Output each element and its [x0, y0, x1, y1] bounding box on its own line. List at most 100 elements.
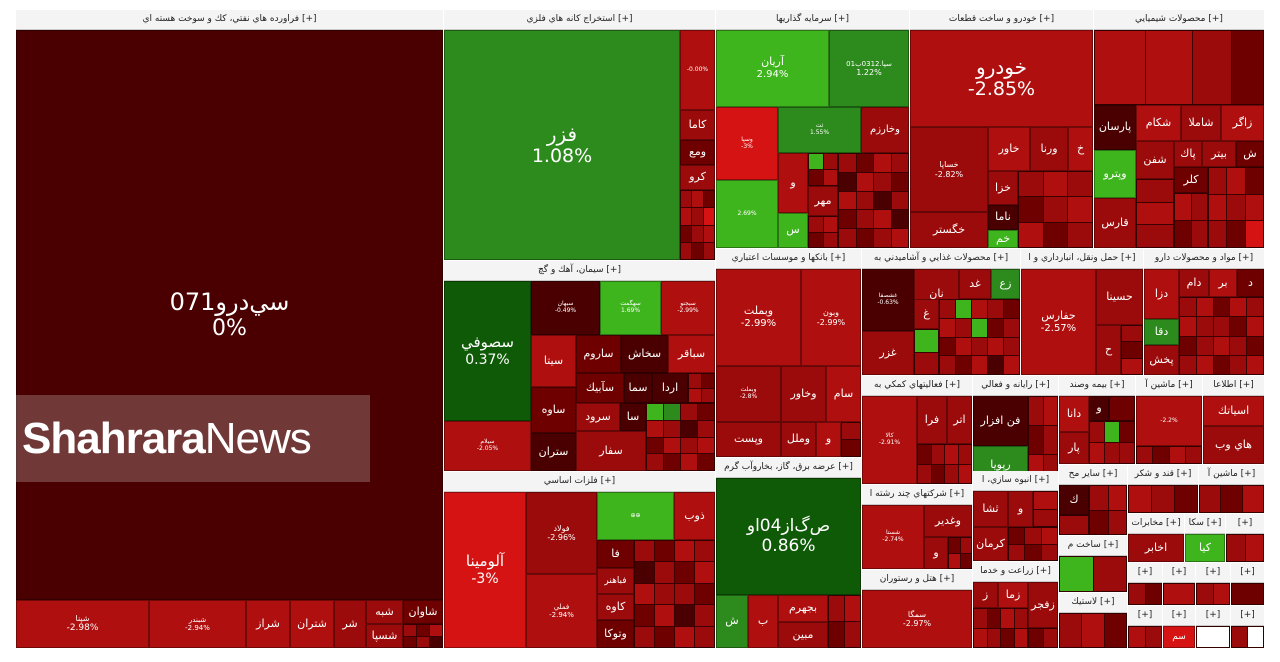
sector-support[interactable]: فعاليتهاي كمكي به [+] كالا -2.91% فرا ات…	[862, 376, 972, 484]
small-tiles[interactable]	[680, 190, 715, 260]
stock-tile[interactable]: سپا.0312ب01 1.22%	[829, 30, 909, 107]
stock-tile[interactable]: كرمان	[973, 527, 1008, 561]
small-tiles[interactable]	[1179, 297, 1264, 375]
stock-tile[interactable]: دقا	[1144, 319, 1179, 345]
sector-it[interactable]: رايانه و فعالي [+] فن افزار رپويا	[973, 376, 1058, 484]
stock-tile-main[interactable]: سصوفي 0.37%	[444, 281, 531, 421]
stock-tile[interactable]: سا	[620, 403, 646, 431]
stock-tile[interactable]: ز	[973, 582, 998, 608]
stock-tile[interactable]: ذوب	[674, 492, 715, 540]
stock-tile[interactable]: وغدير	[924, 505, 972, 537]
sector-header-investment[interactable]: سرمايه گذاريها [+]	[716, 10, 909, 30]
sector-header-ska[interactable]: سكا [+]	[1185, 514, 1225, 534]
stock-tile[interactable]: و	[1008, 491, 1033, 527]
stock-tile-main[interactable]: خودرو -2.85%	[910, 30, 1093, 127]
small-tiles[interactable]	[1059, 556, 1127, 592]
stock-tile[interactable]: ومع	[680, 140, 715, 165]
stock-tile[interactable]: سام	[826, 366, 861, 422]
sector-header-building[interactable]: ساخت م [+]	[1059, 536, 1127, 556]
stock-tile[interactable]: پارسان	[1094, 105, 1136, 150]
stock-tile[interactable]: سرود	[576, 403, 620, 431]
stock-tile-main[interactable]: فزر 1.08%	[444, 30, 680, 260]
sector-header-small[interactable]: [+]	[1163, 606, 1195, 626]
sector-header-telecom[interactable]: مخابرات [+]	[1128, 514, 1184, 534]
stock-tile[interactable]: كالا -2.91%	[862, 396, 917, 484]
small-tiles[interactable]	[403, 624, 443, 648]
sector-header-pharma[interactable]: مواد و محصولات دارو [+]	[1144, 249, 1264, 269]
sector-small-6[interactable]: [+]	[1128, 606, 1162, 648]
sector-machinery-2[interactable]: ماشين آ [+]	[1199, 465, 1264, 513]
sector-header-rubber[interactable]: لاستيك [+]	[1059, 593, 1127, 613]
sector-information[interactable]: اطلاعا [+] اسياتك هاي وب	[1203, 376, 1264, 464]
sector-chemical[interactable]: محصولات شيميايي [+] پارسان شكام شاملا زا…	[1094, 10, 1264, 248]
sector-small-8[interactable]: [+]	[1196, 606, 1230, 648]
stock-tile[interactable]: فباهنر	[597, 568, 634, 594]
stock-tile[interactable]: وپترو	[1094, 150, 1136, 198]
stock-tile[interactable]: وبون -2.99%	[801, 269, 861, 366]
stock-tile[interactable]: غشصفا -0.63%	[862, 269, 914, 331]
stock-tile[interactable]: سبجنو -2.99%	[661, 281, 715, 335]
sector-small-4[interactable]: [+]	[1196, 563, 1230, 605]
stock-tile[interactable]: 2.69%	[716, 180, 778, 248]
stock-tile[interactable]: اتر	[947, 396, 972, 444]
stock-tile[interactable]: خزا	[988, 171, 1018, 205]
sector-header-hotel[interactable]: هتل و رستوران [+]	[862, 570, 972, 590]
stock-tile[interactable]: -0.00%	[680, 30, 715, 110]
sector-header-other[interactable]: ساير مح [+]	[1059, 465, 1127, 485]
sector-header-sugar[interactable]: قند و شكر [+]	[1128, 465, 1198, 485]
stock-tile[interactable]: سخاش	[621, 335, 668, 373]
stock-tile[interactable]: ستران	[531, 433, 576, 471]
stock-tile[interactable]: خ	[1068, 127, 1093, 171]
small-tiles[interactable]	[1121, 325, 1143, 375]
sector-food[interactable]: محصولات غذايي و آشاميدني به [+] غشصفا -0…	[862, 249, 1020, 375]
stock-tile[interactable]: شكام	[1136, 105, 1181, 141]
sector-pharma[interactable]: مواد و محصولات دارو [+] دزا دام بر د دقا…	[1144, 249, 1264, 375]
small-tiles[interactable]	[808, 153, 838, 186]
stock-tile[interactable]: شبندر -2.94%	[149, 600, 246, 648]
small-tiles[interactable]	[939, 299, 1020, 375]
sector-header-machinery-2[interactable]: ماشين آ [+]	[1199, 465, 1264, 485]
small-tiles[interactable]	[808, 216, 838, 248]
small-tiles[interactable]	[917, 444, 972, 484]
sector-header-it[interactable]: رايانه و فعالي [+]	[973, 376, 1058, 396]
stock-tile[interactable]: غد	[959, 269, 991, 299]
stock-tile[interactable]: دام	[1179, 269, 1209, 297]
stock-tile[interactable]: وتوكا	[597, 620, 634, 648]
stock-tile[interactable]: شاملا	[1181, 105, 1221, 141]
stock-tile[interactable]: ⊕⊕	[597, 492, 674, 540]
sector-header-multi[interactable]: شركتهاي چند رشته ا [+]	[862, 485, 972, 505]
stock-tile[interactable]: ورنا	[1030, 127, 1068, 171]
stock-tile[interactable]: وسپا -3%	[716, 107, 778, 180]
small-tiles[interactable]	[1174, 193, 1208, 248]
stock-tile[interactable]: خم	[988, 230, 1018, 248]
stock-tile[interactable]: سما	[624, 373, 652, 403]
stock-tile[interactable]: پار	[1059, 432, 1089, 464]
small-tiles[interactable]	[1128, 626, 1162, 648]
small-tiles[interactable]	[1199, 485, 1264, 513]
sector-header-information[interactable]: اطلاعا [+]	[1203, 376, 1264, 396]
sector-ska[interactable]: سكا [+] كيا	[1185, 514, 1225, 562]
sector-small-9[interactable]: [+]	[1231, 606, 1264, 648]
stock-tile[interactable]: س	[778, 213, 808, 248]
stock-tile[interactable]: سفار	[576, 431, 646, 471]
sector-header-mass[interactable]: انبوه سازي، ا [+]	[973, 471, 1058, 491]
stock-tile[interactable]: سيتا	[531, 335, 576, 387]
stock-tile[interactable]: دانا	[1059, 396, 1089, 432]
sector-header-auto[interactable]: خودرو و ساخت قطعات [+]	[910, 10, 1093, 30]
sector-header-small[interactable]: [+]	[1196, 606, 1230, 626]
small-tiles[interactable]	[1059, 613, 1127, 648]
sector-header-banks[interactable]: بانكها و موسسات اعتباري [+]	[716, 249, 861, 269]
sector-hotel[interactable]: هتل و رستوران [+] سمگا -2.97%	[862, 570, 972, 648]
sector-banks[interactable]: بانكها و موسسات اعتباري [+] وبملت -2.99%…	[716, 249, 861, 457]
stock-tile[interactable]: زاگر	[1221, 105, 1264, 141]
stock-tile[interactable]: فرا	[917, 396, 947, 444]
stock-tile[interactable]: و	[924, 537, 948, 569]
stock-tile[interactable]: اخابر	[1128, 534, 1184, 562]
stock-tile[interactable]: وملل	[781, 422, 816, 457]
stock-tile[interactable]: وخاور	[781, 366, 826, 422]
stock-tile[interactable]: ناما	[988, 205, 1018, 230]
stock-tile[interactable]: و	[816, 422, 841, 457]
small-tiles[interactable]	[1196, 583, 1230, 605]
small-tiles[interactable]	[914, 329, 939, 375]
sector-header-farming[interactable]: زراعت و خدما [+]	[973, 562, 1058, 582]
